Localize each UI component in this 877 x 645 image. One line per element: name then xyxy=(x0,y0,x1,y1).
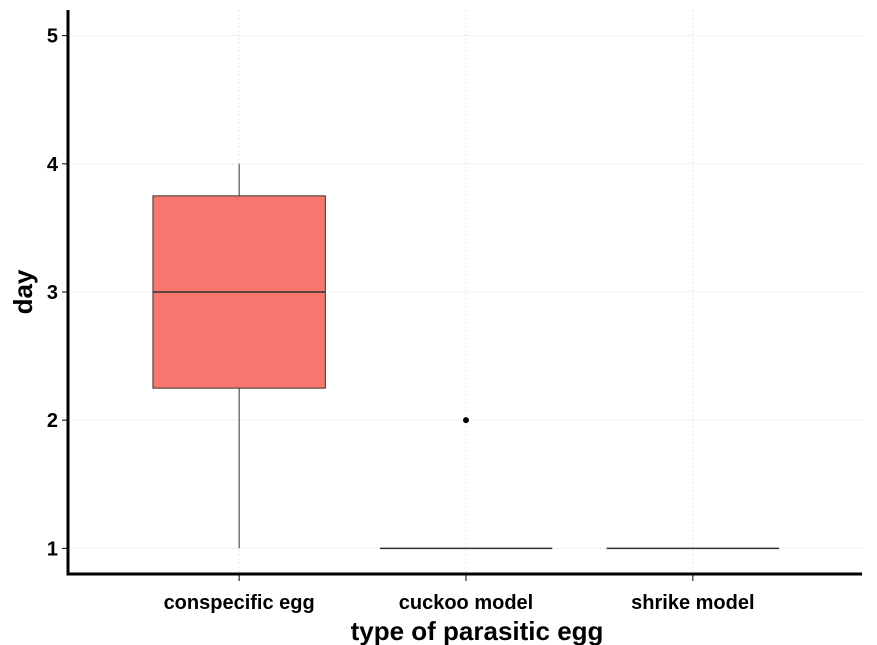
y-tick-label: 5 xyxy=(47,26,58,48)
label-layer: type of parasitic egg day xyxy=(8,269,603,645)
x-tick-label: shrike model xyxy=(631,592,754,614)
y-tick-label: 4 xyxy=(47,154,59,176)
x-tick-label: cuckoo model xyxy=(399,592,533,614)
y-tick-label: 1 xyxy=(47,538,58,560)
outlier-point xyxy=(463,417,469,424)
y-tick-label: 3 xyxy=(47,282,58,304)
x-axis-title: type of parasitic egg xyxy=(351,616,604,645)
x-tick-label: conspecific egg xyxy=(164,592,315,614)
axis-layer: 1 2 3 4 5 conspecific egg cuckoo model shrike m… xyxy=(47,10,862,614)
y-axis-title: day xyxy=(8,269,38,314)
box-layer xyxy=(152,163,780,550)
y-tick-label: 2 xyxy=(47,410,58,432)
